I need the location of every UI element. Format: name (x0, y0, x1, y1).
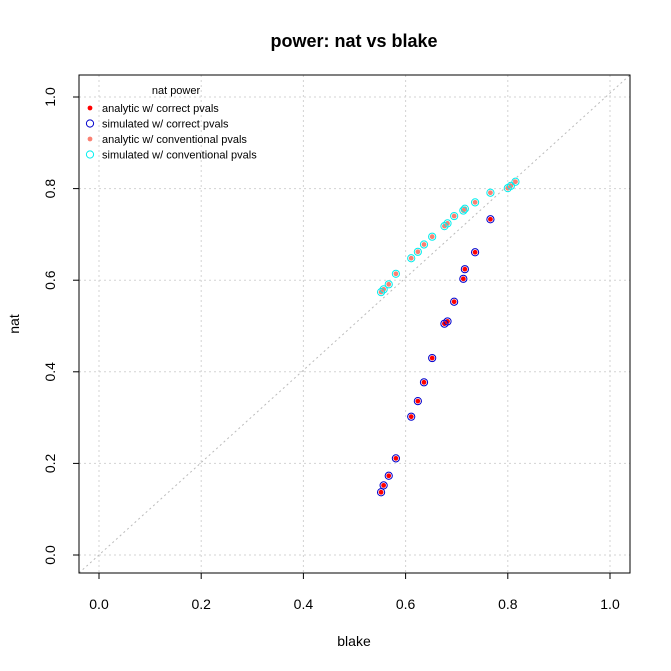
y-tick-label: 0.6 (42, 270, 58, 290)
legend: nat power analytic w/ correct pvals simul… (85, 85, 257, 162)
data-point (429, 234, 435, 240)
legend-marker (85, 150, 95, 159)
data-point (419, 240, 429, 249)
y-axis: 0.0 0.2 0.4 0.6 0.8 1.0 (42, 87, 80, 565)
data-point (443, 317, 452, 326)
data-point (513, 179, 518, 185)
data-point (472, 249, 478, 255)
series-0 (378, 216, 493, 495)
data-point (407, 254, 416, 263)
data-point (450, 211, 459, 221)
data-point (391, 454, 400, 463)
data-point (428, 353, 437, 363)
legend-marker (85, 119, 95, 128)
data-point (376, 288, 386, 297)
y-tick-label: 0.8 (42, 179, 58, 199)
x-axis: 0.0 0.2 0.4 0.6 0.8 1.0 (89, 572, 620, 612)
data-points (376, 177, 520, 497)
data-point (445, 221, 450, 226)
data-point (472, 199, 478, 205)
data-point (413, 247, 422, 256)
data-point (462, 266, 468, 272)
data-point (443, 219, 452, 228)
data-point (421, 379, 427, 385)
data-point (451, 299, 457, 305)
data-point (415, 249, 421, 255)
series-3 (376, 177, 520, 297)
data-point (486, 215, 495, 224)
data-point (506, 181, 515, 190)
data-point (419, 378, 429, 387)
data-point (460, 276, 466, 282)
data-point (408, 255, 414, 261)
data-point (470, 248, 480, 257)
x-axis-label: blake (337, 633, 371, 649)
data-point (408, 414, 414, 420)
data-point (407, 412, 416, 421)
data-point (393, 271, 399, 277)
x-tick-label: 1.0 (600, 596, 620, 612)
data-point (470, 198, 480, 207)
x-tick-label: 0.6 (396, 596, 416, 612)
data-point (486, 188, 495, 197)
data-point (393, 455, 399, 461)
data-point (460, 265, 469, 274)
data-point (459, 274, 468, 283)
data-point (488, 190, 493, 196)
data-point (428, 232, 437, 241)
grid (79, 75, 630, 573)
data-point (379, 481, 388, 490)
data-point (421, 242, 427, 247)
x-tick-label: 0.8 (498, 596, 518, 612)
data-point (459, 206, 468, 215)
data-point (381, 482, 387, 488)
data-point (460, 204, 469, 213)
legend-marker (87, 105, 93, 111)
legend-title: nat power (152, 85, 201, 97)
data-point (386, 473, 392, 479)
legend-marker (87, 136, 93, 142)
x-tick-label: 0.2 (191, 596, 211, 612)
data-point (379, 285, 388, 294)
data-point (442, 223, 447, 229)
x-tick-label: 0.0 (89, 596, 109, 612)
y-tick-label: 0.4 (42, 362, 58, 382)
chart-title: power: nat vs blake (270, 31, 437, 51)
series-1 (376, 215, 495, 497)
data-point (488, 216, 493, 222)
data-point (391, 269, 400, 278)
reference-line (78, 74, 631, 574)
y-tick-label: 0.0 (42, 545, 58, 565)
data-point (511, 177, 520, 186)
legend-label: simulated w/ conventional pvals (102, 150, 257, 162)
data-point (413, 397, 422, 406)
x-tick-label: 0.4 (294, 596, 314, 612)
data-point (451, 213, 457, 219)
y-axis-label: nat (6, 314, 22, 334)
data-point (386, 281, 392, 287)
series-2 (378, 179, 518, 295)
legend-label: analytic w/ correct pvals (102, 103, 219, 115)
data-point (376, 488, 386, 497)
data-point (429, 355, 435, 361)
legend-label: simulated w/ correct pvals (102, 119, 229, 131)
data-point (384, 471, 393, 480)
legend-label: analytic w/ conventional pvals (102, 134, 247, 146)
data-point (450, 297, 459, 306)
data-point (384, 280, 393, 289)
y-tick-label: 0.2 (42, 453, 58, 473)
data-point (378, 489, 384, 495)
data-point (415, 398, 421, 404)
y-tick-label: 1.0 (42, 87, 58, 107)
